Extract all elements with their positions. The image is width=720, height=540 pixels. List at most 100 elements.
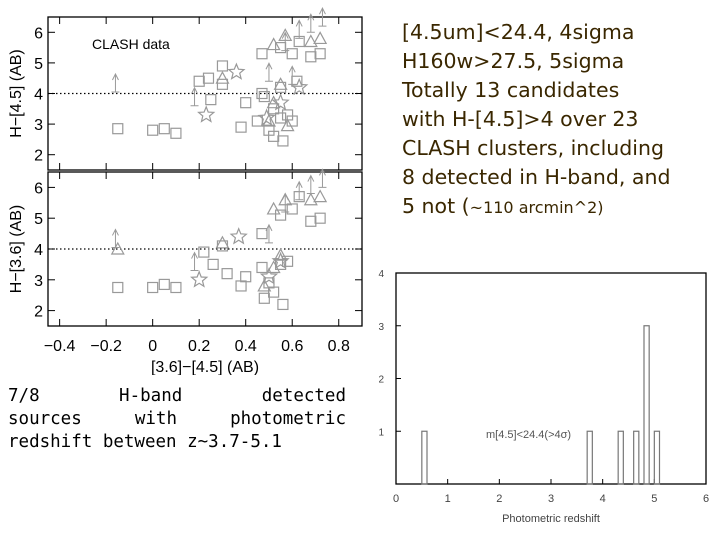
triangle-point	[261, 113, 276, 127]
square-point	[281, 255, 294, 267]
square-point	[202, 72, 215, 84]
headline-line: Totally 13 candidates	[402, 78, 620, 102]
y-tick-label: 4	[34, 87, 43, 104]
y-tick-label: 4	[34, 242, 43, 259]
x-tick-label: 6	[703, 493, 709, 505]
redshift-histogram: 0 1 2 3 4 5 6 1 2 3 4 m[4.5]<24.4(>4σ) Photometric r…	[378, 269, 709, 525]
triangle-point	[273, 77, 288, 90]
star-point	[227, 62, 246, 80]
headline-text: [4.5um]<24.4, 4sigma H160w>27.5, 5sigma …	[402, 18, 714, 222]
x-axis-label: Photometric redshift	[502, 513, 600, 525]
upper-limit-arrow	[318, 7, 327, 27]
x-tick-label: 5	[651, 493, 657, 505]
caption-line: redshift between z~3.7-5.1	[8, 432, 282, 452]
headline-line: H160w>27.5, 5sigma	[402, 49, 625, 73]
square-point	[207, 258, 219, 270]
square-point	[277, 135, 289, 147]
triangle-point	[266, 37, 281, 51]
caption-line: sources with photometric	[8, 409, 346, 429]
square-point	[240, 97, 252, 109]
upper-limit-arrow	[318, 168, 327, 188]
y-tick-label: 1	[378, 427, 384, 438]
triangle-point	[313, 189, 328, 203]
square-point	[170, 281, 182, 294]
square-point	[235, 280, 247, 292]
square-point	[256, 261, 268, 274]
triangle-point	[303, 192, 318, 206]
star-point	[257, 108, 276, 126]
square-point	[263, 124, 275, 136]
x-tick-label: −0.4	[44, 338, 76, 355]
x-tick-label: 0.8	[328, 338, 350, 355]
upper-limit-arrow	[111, 228, 120, 248]
triangle-point	[257, 278, 272, 292]
triangle-point	[280, 118, 295, 132]
upper-limit-arrow	[306, 13, 315, 33]
histogram-bar	[653, 430, 661, 485]
triangle-point	[215, 70, 230, 84]
star-point	[190, 270, 209, 288]
triangle-point	[313, 31, 328, 45]
square-point	[147, 124, 159, 136]
square-point	[268, 286, 280, 298]
clash-data-label: CLASH data	[92, 36, 170, 52]
square-point	[170, 127, 182, 139]
color-color-plot: 2 3 4 5 6 H−[4.5] (AB) CLASH data 2 3 4 5 6 H−[3.6] …	[8, 7, 363, 375]
y-tick-label: 5	[34, 56, 43, 73]
square-point	[198, 246, 210, 258]
y-tick-label: 5	[34, 211, 43, 228]
square-point	[205, 94, 217, 106]
upper-limit-arrow	[281, 192, 290, 213]
y-tick-label: 4	[378, 269, 384, 280]
y-axis-label: H−[3.6] (AB)	[8, 205, 25, 293]
square-point	[147, 281, 159, 294]
square-point	[112, 281, 124, 294]
y-axis-label: H−[4.5] (AB)	[8, 49, 25, 137]
headline-line-last: 5 not (~110 arcmin^2)	[402, 192, 714, 222]
square-point	[256, 87, 268, 100]
histogram-bar	[633, 430, 640, 485]
y-tick-label: 6	[34, 25, 43, 42]
triangle-point	[266, 95, 281, 109]
square-point	[193, 75, 205, 87]
upper-limit-arrow	[190, 251, 199, 272]
headline-line: [4.5um]<24.4, 4sigma	[402, 20, 635, 44]
headline-line: 8 detected in H-band, and	[402, 165, 671, 189]
x-tick-label: 0.4	[235, 338, 257, 355]
square-point	[305, 51, 317, 63]
square-point	[277, 298, 289, 311]
triangle-point	[273, 247, 288, 261]
x-tick-label: 0.6	[281, 338, 303, 355]
upper-limit-arrow	[264, 223, 273, 244]
square-point	[256, 228, 268, 240]
x-tick-label: 1	[445, 493, 451, 505]
square-point	[216, 78, 229, 90]
y-tick-label: 2	[34, 148, 43, 165]
y-tick-label: 6	[34, 180, 43, 197]
histogram-bar	[586, 430, 593, 485]
square-point	[305, 215, 317, 227]
x-tick-label: 0.2	[188, 338, 210, 355]
x-tick-label: 0	[148, 338, 157, 355]
x-tick-label: −0.2	[90, 338, 122, 355]
square-point	[274, 209, 287, 221]
triangle-point	[110, 241, 125, 255]
y-tick-label: 3	[378, 322, 384, 333]
square-point	[286, 48, 298, 60]
x-tick-label: 2	[496, 493, 502, 505]
square-point	[268, 103, 280, 115]
histogram-annotation: m[4.5]<24.4(>4σ)	[486, 429, 571, 441]
square-point	[274, 112, 287, 124]
square-point	[158, 123, 170, 135]
star-point	[229, 227, 248, 245]
y-tick-label: 2	[378, 375, 384, 386]
triangle-point	[303, 34, 318, 48]
x-tick-label: 4	[600, 493, 606, 505]
x-tick-label: 0	[393, 493, 399, 505]
star-point	[197, 105, 216, 123]
headline-last-prefix: 5 not (	[402, 194, 470, 218]
square-point	[158, 278, 170, 291]
y-tick-label: 3	[34, 117, 43, 134]
star-point	[271, 251, 290, 270]
histogram-bar	[643, 325, 650, 485]
